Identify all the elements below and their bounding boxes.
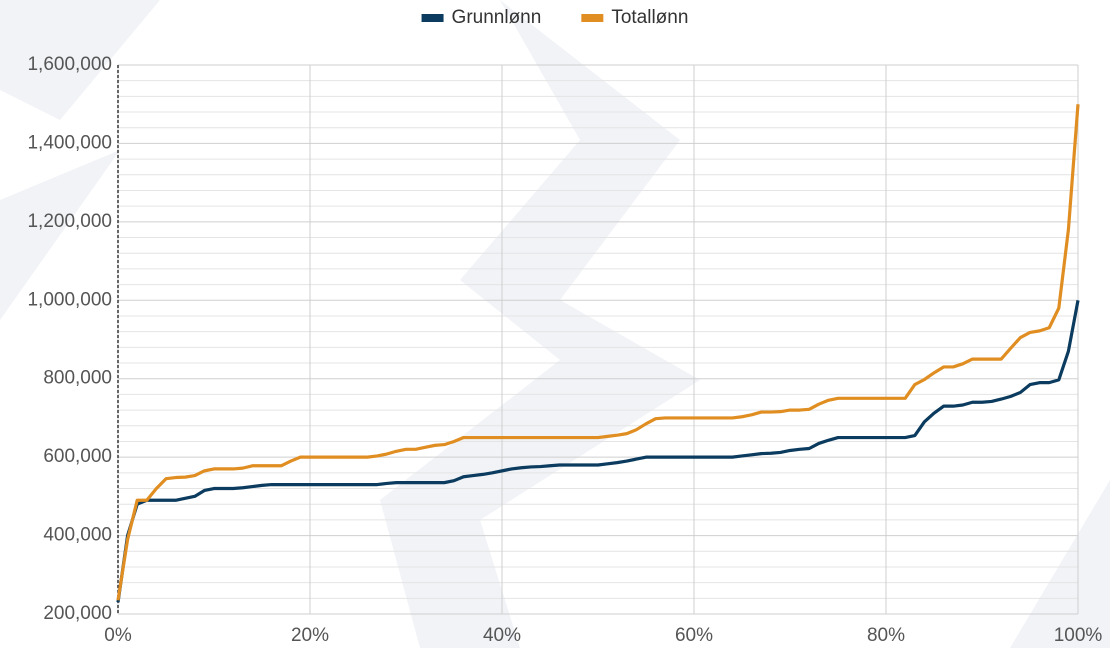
x-tick-label: 20%: [291, 625, 329, 646]
y-tick-label: 1,000,000: [27, 289, 112, 310]
legend-label: Grunnlønn: [452, 7, 542, 28]
series-line: [116, 104, 1080, 601]
x-tick-label: 80%: [867, 625, 905, 646]
y-tick-label: 800,000: [43, 368, 112, 389]
y-tick-label: 1,400,000: [27, 132, 112, 153]
x-tick-label: 40%: [483, 625, 521, 646]
y-tick-label: 200,000: [43, 603, 112, 624]
x-tick-label: 60%: [675, 625, 713, 646]
watermark-shape: [380, 0, 700, 648]
watermark-shape: [0, 0, 160, 120]
legend-item: Totallønn: [581, 7, 688, 28]
series-line: [116, 299, 1080, 603]
axis-labels: 200,000 400,000 600,000 800,000 1,000,000 1,2…: [27, 54, 1102, 646]
legend-label: Totallønn: [611, 7, 688, 28]
y-tick-label: 600,000: [43, 446, 112, 467]
grid: [117, 64, 1079, 615]
x-tick-label: 0%: [104, 625, 132, 646]
watermark-shape: [1010, 480, 1110, 648]
y-tick-label: 1,200,000: [27, 211, 112, 232]
legend-swatch: [421, 14, 444, 22]
legend-swatch: [581, 14, 604, 22]
y-tick-label: 1,600,000: [27, 54, 112, 75]
x-tick-label: 100%: [1054, 625, 1103, 646]
y-tick-label: 400,000: [43, 525, 112, 546]
watermark-shape: [0, 150, 120, 320]
legend-item: Grunnlønn: [421, 7, 542, 28]
plot: [116, 104, 1080, 603]
legend: Grunnlønn Totallønn: [421, 7, 688, 28]
